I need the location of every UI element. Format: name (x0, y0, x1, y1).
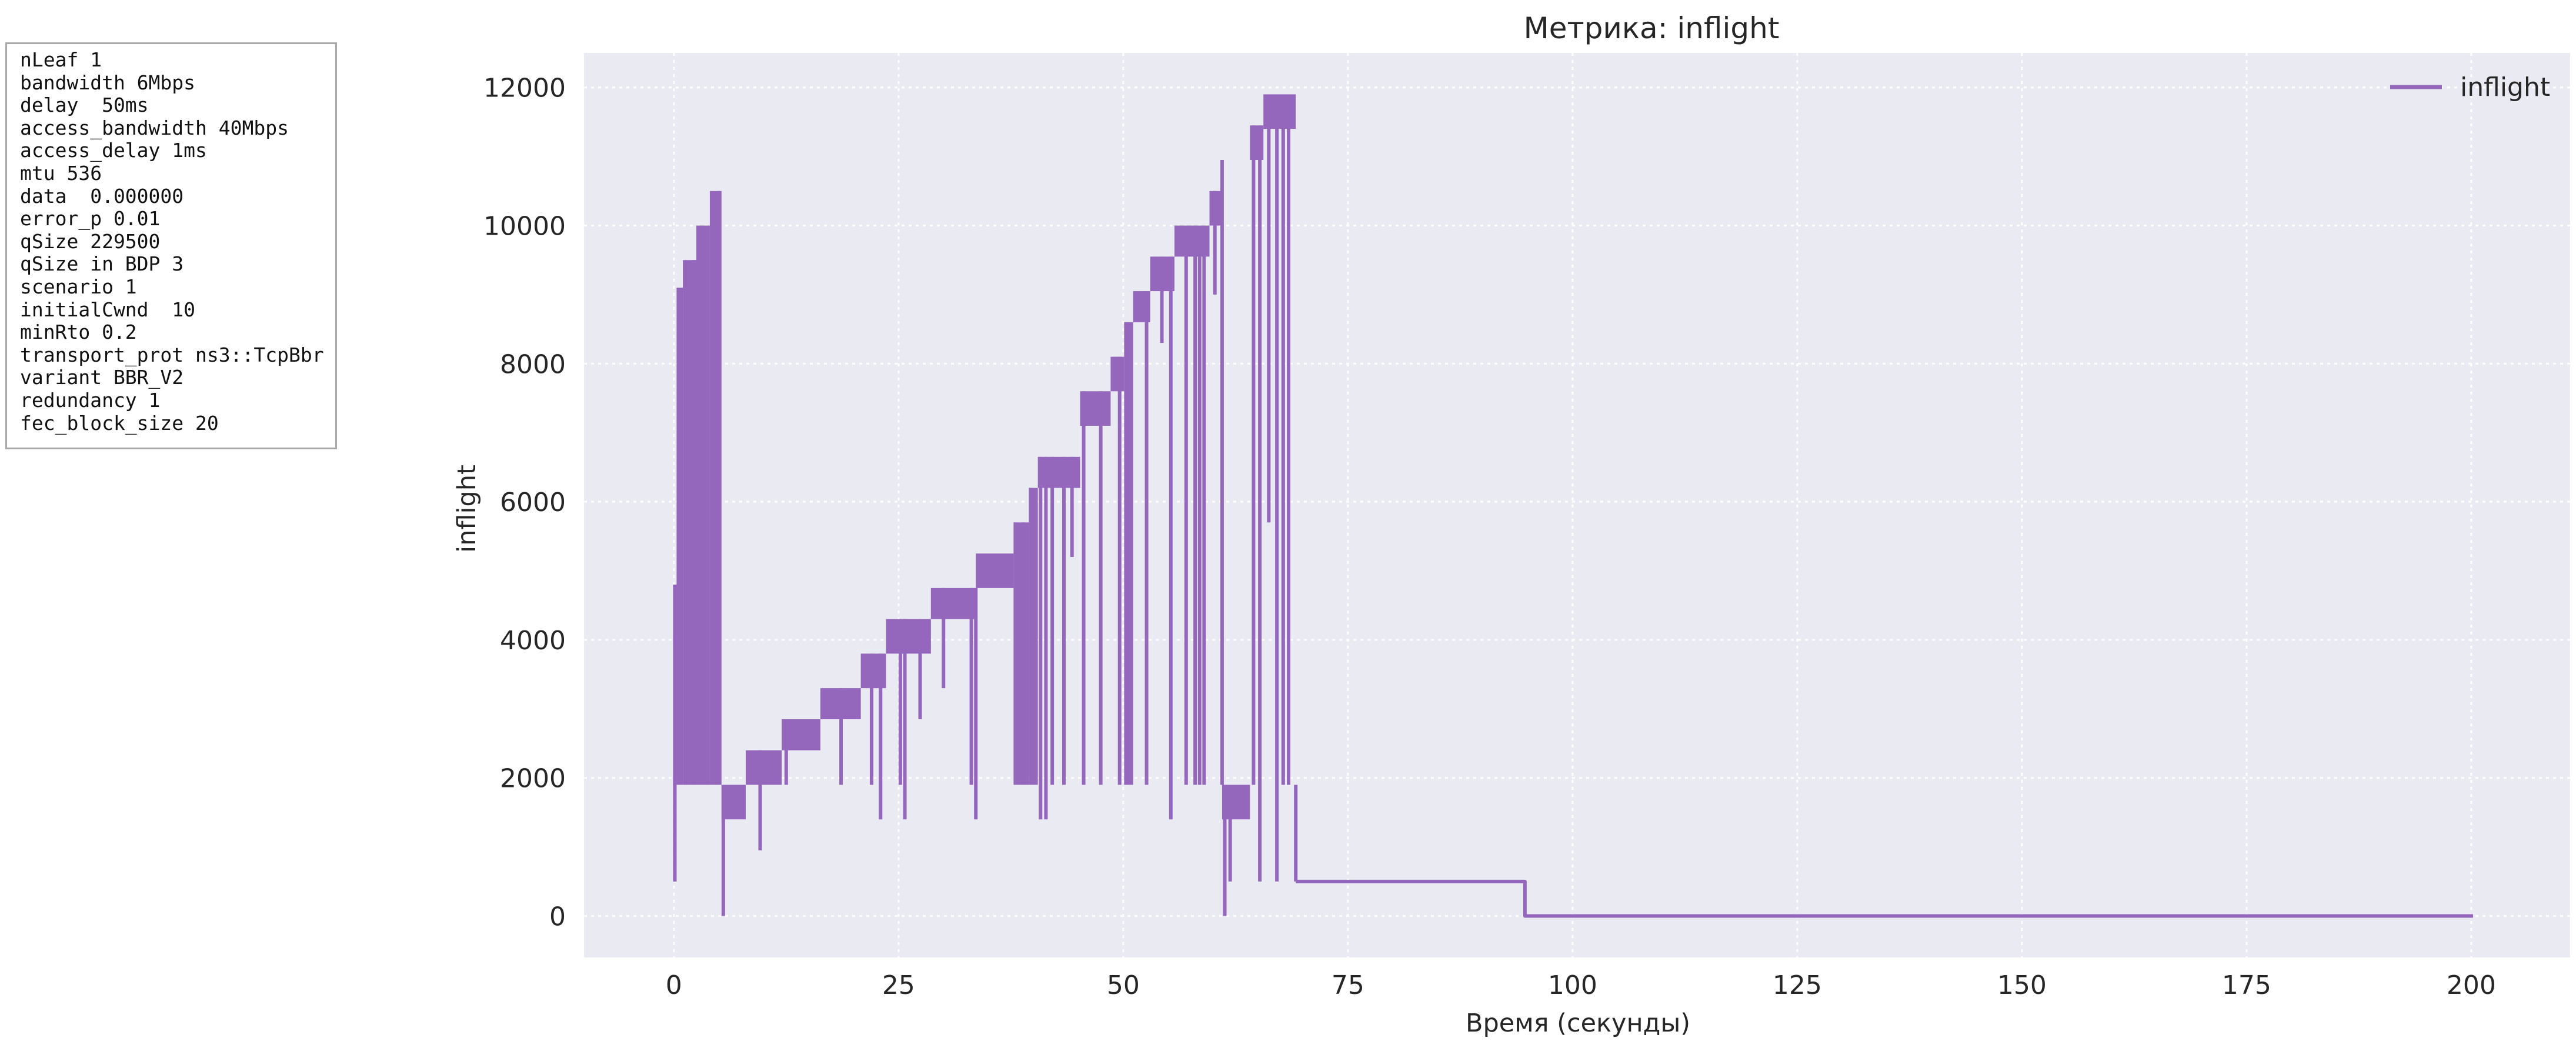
series-band (1110, 356, 1125, 392)
tick-labels: 0 25 50 75 100 125 150 175 200020004000600080001… (483, 74, 2496, 1000)
parameter-line: bandwidth 6Mbps (20, 71, 196, 94)
series-line-tail (1296, 879, 2473, 918)
parameter-line: redundancy 1 (20, 388, 161, 412)
parameter-line: qSize in BDP 3 (20, 252, 184, 276)
y-tick-label: 6000 (500, 488, 566, 518)
series-band (976, 553, 1014, 588)
series-band (721, 785, 746, 820)
parameter-line: scenario 1 (20, 275, 137, 298)
x-tick-label: 25 (882, 970, 915, 1000)
series-band (886, 619, 931, 654)
parameter-line: transport_prot ns3::TcpBbr (20, 343, 324, 366)
series-band (782, 719, 820, 750)
y-tick-label: 10000 (483, 212, 566, 242)
grid-lines (584, 53, 2570, 957)
parameter-line: data 0.000000 (20, 184, 184, 208)
legend-label-inflight: inflight (2460, 72, 2550, 102)
y-tick-label: 8000 (500, 349, 566, 379)
x-tick-label: 75 (1332, 970, 1364, 1000)
x-tick-label: 200 (2447, 970, 2496, 1000)
series-band (1222, 785, 1250, 820)
plot-area (584, 53, 2570, 957)
parameter-line: fec_block_size 20 (20, 411, 219, 435)
legend: inflight (2390, 72, 2550, 102)
x-tick-label: 175 (2222, 970, 2271, 1000)
series-band (930, 588, 976, 619)
parameter-line: minRto 0.2 (20, 321, 137, 344)
series-layer (673, 94, 2473, 918)
series-band (676, 288, 683, 785)
chart-title: Метрика: inflight (1524, 11, 1780, 45)
y-axis-label: inflight (452, 465, 482, 553)
y-tick-label: 4000 (500, 626, 566, 656)
parameter-line: initialCwnd 10 (20, 298, 196, 321)
parameter-line: qSize 229500 (20, 229, 161, 253)
parameters-box: nLeaf 1 bandwidth 6Mbps delay 50ms access_b… (5, 42, 337, 449)
parameter-line: error_p 0.01 (20, 207, 161, 231)
x-tick-label: 150 (1997, 970, 2047, 1000)
x-tick-label: 50 (1107, 970, 1140, 1000)
parameter-line: nLeaf 1 (20, 48, 102, 71)
y-tick-label: 12000 (483, 74, 566, 104)
y-tick-label: 2000 (500, 764, 566, 794)
x-axis-label: Время (секунды) (1466, 1009, 1690, 1038)
x-tick-label: 100 (1548, 970, 1597, 1000)
parameter-line: access_delay 1ms (20, 139, 207, 162)
series-band (746, 750, 782, 785)
parameter-line: variant BBR_V2 (20, 366, 184, 389)
parameter-line: mtu 536 (20, 161, 102, 185)
y-tick-label: 0 (549, 902, 566, 932)
parameter-line: delay 50ms (20, 94, 149, 117)
parameter-line: access_bandwidth 40Mbps (20, 116, 289, 139)
x-tick-label: 0 (666, 970, 682, 1000)
x-tick-label: 125 (1773, 970, 1822, 1000)
